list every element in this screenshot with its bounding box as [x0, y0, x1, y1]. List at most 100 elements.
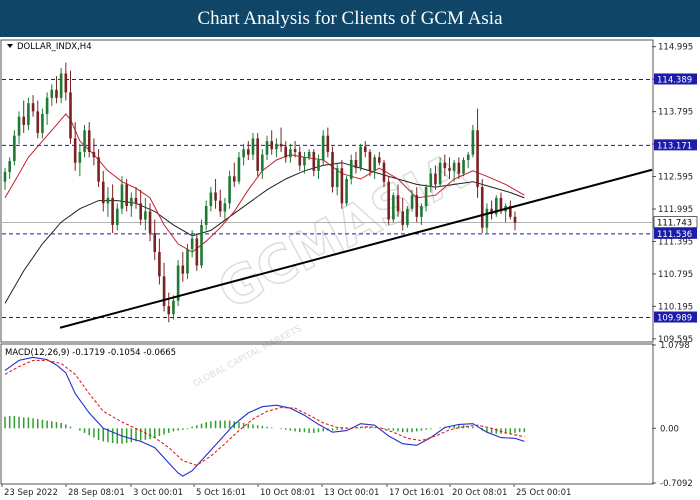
candle-body	[434, 173, 437, 185]
candle-body	[22, 116, 26, 125]
candle-body	[92, 151, 96, 158]
candle-body	[312, 151, 316, 171]
candle-body	[97, 157, 100, 182]
candle-body	[410, 195, 414, 209]
candle-body	[317, 160, 320, 171]
candle-body	[438, 162, 442, 185]
macd-tick-label: 1.0798	[660, 341, 690, 351]
candle-body	[181, 265, 185, 274]
candle-body	[162, 276, 166, 307]
candle-body	[223, 203, 227, 212]
candle-body	[106, 197, 110, 204]
candle-body	[209, 192, 213, 207]
candle-body	[284, 146, 288, 158]
chart-area: GCMASIA GLOBAL CAPITAL MARKETS 114.99511…	[0, 39, 698, 498]
candle-body	[321, 135, 325, 161]
candle-body	[279, 143, 283, 147]
candle-body	[331, 151, 334, 188]
candle-body	[115, 208, 119, 225]
candle-body	[392, 195, 395, 220]
candle-body	[186, 249, 189, 274]
candle-body	[415, 195, 419, 217]
price-tick-label: 114.995	[658, 43, 693, 53]
candle-body	[289, 149, 292, 158]
level-label-box	[654, 73, 697, 85]
candle-body	[499, 197, 503, 212]
candle-body	[87, 130, 91, 152]
candle-body	[256, 138, 259, 171]
candle-body	[345, 178, 348, 204]
candle-body	[480, 187, 484, 228]
candle-body	[8, 161, 11, 172]
candle-body	[307, 151, 311, 158]
candle-body	[406, 208, 409, 225]
candle-body	[158, 252, 161, 277]
price-tick-label: 109.595	[658, 335, 693, 345]
candle-body	[401, 211, 405, 225]
candle-body	[153, 233, 157, 253]
candle-body	[83, 130, 86, 152]
candle-body	[59, 73, 63, 98]
level-label-box	[654, 139, 697, 151]
candle-body	[378, 157, 381, 163]
candle-body	[429, 173, 433, 188]
candle-body	[237, 157, 241, 182]
candle-body	[17, 116, 21, 136]
candle-body	[340, 168, 344, 204]
candle-body	[373, 157, 376, 171]
candle-body	[195, 238, 199, 266]
candle-body	[148, 211, 152, 234]
candle-body	[354, 160, 358, 169]
time-tick-label: 13 Oct 00:01	[324, 488, 379, 498]
time-tick-label: 28 Sep 08:01	[68, 488, 125, 498]
level-label: 111.536	[657, 230, 692, 240]
price-tick-label: 112.595	[658, 173, 693, 183]
candle-body	[298, 151, 302, 166]
candle-body	[64, 73, 68, 93]
candle-body	[466, 154, 470, 161]
candle-body	[204, 206, 208, 225]
level-label-box	[654, 227, 697, 239]
candle-body	[424, 187, 428, 207]
candle-body	[335, 168, 339, 188]
candle-body	[275, 143, 278, 150]
candle-body	[363, 146, 367, 152]
candle-body	[111, 197, 114, 225]
candle-body	[78, 151, 82, 163]
macd-tick-label: -0.7092	[660, 479, 693, 489]
candle-body	[443, 162, 447, 169]
current-price-box	[653, 216, 698, 228]
symbol-label: DOLLAR_INDX,H4	[17, 42, 92, 52]
time-tick-label: 17 Oct 16:01	[389, 488, 444, 498]
candle-body	[382, 162, 386, 182]
time-tick-label: 5 Oct 16:01	[196, 488, 246, 498]
candle-body	[396, 195, 400, 212]
chart-title-banner: Chart Analysis for Clients of GCM Asia	[0, 0, 700, 37]
candle-body	[494, 197, 498, 215]
candle-body	[41, 114, 44, 133]
candle-body	[130, 197, 133, 207]
candle-body	[326, 135, 330, 152]
macd-label: MACD(12,26,9) -0.1719 -0.1054 -0.0665	[5, 348, 176, 358]
candle-body	[471, 130, 475, 155]
candle-body	[228, 176, 231, 204]
candle-body	[167, 306, 171, 315]
candle-body	[270, 141, 273, 150]
candle-body	[144, 211, 147, 220]
candle-body	[232, 176, 236, 182]
candle-body	[139, 203, 142, 220]
candle-body	[513, 216, 517, 223]
candle-body	[172, 300, 175, 315]
dropdown-triangle-icon[interactable]	[7, 44, 13, 48]
macd-plot-frame	[0, 343, 654, 485]
macd-signal-line	[4, 359, 525, 466]
candle-body	[303, 157, 306, 166]
time-tick-label: 3 Oct 00:01	[133, 488, 183, 498]
trendline	[59, 168, 653, 329]
candle-body	[476, 130, 479, 188]
candle-body	[50, 89, 54, 98]
candle-body	[45, 97, 49, 115]
candle-body	[462, 160, 465, 174]
time-tick-label: 23 Sep 2022	[4, 488, 58, 498]
candle-body	[31, 103, 35, 112]
